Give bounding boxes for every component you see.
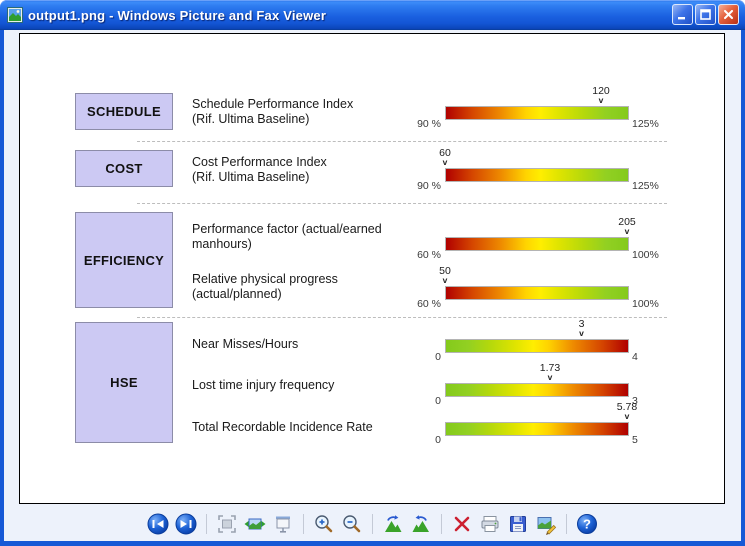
save-button[interactable] <box>505 512 531 536</box>
toolbar-separator <box>206 513 207 534</box>
metric-label: Relative physical progress (actual/plann… <box>192 272 338 301</box>
image-viewport: SCHEDULE Schedule Performance Index (Rif.… <box>19 33 725 504</box>
close-icon <box>723 9 734 20</box>
delete-icon <box>454 516 470 531</box>
metric-max-label: 4 <box>632 351 638 363</box>
metric-min-label: 0 <box>435 351 441 363</box>
metric-value-label: 3 <box>578 318 585 330</box>
previous-image-button[interactable] <box>145 512 171 536</box>
titlebar[interactable]: output1.png - Windows Picture and Fax Vi… <box>0 0 745 30</box>
metric-min-label: 60 % <box>417 249 441 261</box>
metric-gradient-bar <box>445 237 629 251</box>
metric-value-label: 50 <box>439 265 451 277</box>
metric-min-label: 0 <box>435 434 441 446</box>
toolbar-separator <box>566 513 567 534</box>
svg-text:?: ? <box>583 516 591 531</box>
metric-max-label: 3 <box>632 395 638 407</box>
category-box-schedule: SCHEDULE <box>75 93 173 130</box>
metric-label: Near Misses/Hours <box>192 337 299 351</box>
dashed-separator <box>137 317 667 318</box>
metric-min-label: 90 % <box>417 180 441 192</box>
best-fit-icon <box>218 514 236 533</box>
start-slideshow-button[interactable] <box>270 512 296 536</box>
metric-max-label: 125% <box>632 180 659 192</box>
metric-label: Performance factor (actual/earned manhou… <box>192 222 382 251</box>
metric-gradient-bar <box>445 286 629 300</box>
metric-gradient-bar <box>445 383 629 397</box>
category-box-hse: HSE <box>75 322 173 443</box>
maximize-button[interactable] <box>695 4 716 25</box>
metric-label: Total Recordable Incidence Rate <box>192 420 373 434</box>
rotate-counterclockwise-icon <box>412 514 429 532</box>
metric-min-label: 90 % <box>417 118 441 130</box>
toolbar-separator <box>303 513 304 534</box>
actual-size-icon <box>244 518 266 529</box>
metric-label: Lost time injury frequency <box>192 378 335 392</box>
window-title: output1.png - Windows Picture and Fax Vi… <box>28 7 327 23</box>
window-body: SCHEDULE Schedule Performance Index (Rif.… <box>0 30 745 546</box>
metric-max-label: 100% <box>632 298 659 310</box>
metric-value-label: 1.73 <box>539 362 561 374</box>
edit-icon <box>537 516 557 535</box>
rotate-counterclockwise-button[interactable] <box>408 512 434 536</box>
minimize-icon <box>678 17 685 20</box>
metric-gradient-bar <box>445 106 629 120</box>
metric-label: Cost Performance Index (Rif. Ultima Base… <box>192 155 327 184</box>
metric-gradient-bar <box>445 339 629 353</box>
dashed-separator <box>137 141 667 142</box>
delete-button[interactable] <box>449 512 475 536</box>
metric-value-label: 205 <box>618 216 636 228</box>
metric-marker: v <box>579 328 584 338</box>
actual-size-button[interactable] <box>242 512 268 536</box>
metric-marker: v <box>547 372 553 382</box>
metric-marker: v <box>442 275 448 285</box>
category-box-cost: COST <box>75 150 173 187</box>
metric-value-label: 60 <box>439 147 451 159</box>
close-button[interactable] <box>718 4 739 25</box>
metric-marker: v <box>624 411 630 421</box>
help-icon: ? <box>577 513 597 534</box>
start-slideshow-icon <box>276 516 290 533</box>
dashed-separator <box>137 203 667 204</box>
metric-marker: v <box>442 157 448 167</box>
metric-marker: v <box>598 95 604 105</box>
metric-gradient-bar <box>445 168 629 182</box>
zoom-out-button[interactable] <box>339 512 365 536</box>
app-icon <box>7 7 23 23</box>
metric-max-label: 100% <box>632 249 659 261</box>
toolbar-separator <box>372 513 373 534</box>
rotate-clockwise-icon <box>385 514 402 532</box>
next-image-icon <box>175 513 197 534</box>
viewer-toolbar: ? <box>4 506 741 541</box>
metric-min-label: 60 % <box>417 298 441 310</box>
next-image-button[interactable] <box>173 512 199 536</box>
metric-max-label: 5 <box>632 434 638 446</box>
best-fit-button[interactable] <box>214 512 240 536</box>
print-button[interactable] <box>477 512 503 536</box>
kpi-canvas: SCHEDULE Schedule Performance Index (Rif.… <box>20 34 724 503</box>
category-box-efficiency: EFFICIENCY <box>75 212 173 308</box>
metric-min-label: 0 <box>435 395 441 407</box>
maximize-icon <box>700 9 711 20</box>
edit-button[interactable] <box>533 512 559 536</box>
metric-max-label: 125% <box>632 118 659 130</box>
metric-label: Schedule Performance Index (Rif. Ultima … <box>192 97 354 126</box>
print-icon <box>481 515 499 532</box>
metric-marker: v <box>624 226 630 236</box>
zoom-out-icon <box>343 514 361 532</box>
minimize-button[interactable] <box>672 4 693 25</box>
zoom-in-icon <box>315 514 333 532</box>
metric-gradient-bar <box>445 422 629 436</box>
metric-value-label: 5.78 <box>616 401 638 413</box>
window-controls <box>672 4 739 25</box>
metric-value-label: 120 <box>592 85 610 97</box>
previous-image-icon <box>147 513 169 534</box>
save-icon <box>510 515 526 532</box>
zoom-in-button[interactable] <box>311 512 337 536</box>
rotate-clockwise-button[interactable] <box>380 512 406 536</box>
help-button[interactable]: ? <box>574 512 600 536</box>
toolbar-separator <box>441 513 442 534</box>
